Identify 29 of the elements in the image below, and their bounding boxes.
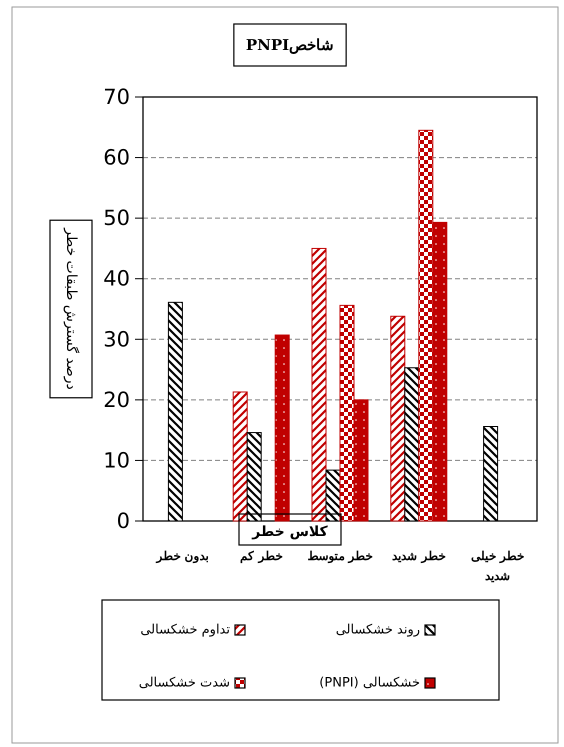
x-tick-label: بدون خطر bbox=[155, 549, 208, 564]
bar bbox=[354, 399, 368, 522]
y-tick-label: 0 bbox=[116, 509, 130, 533]
y-tick-label: 60 bbox=[103, 146, 130, 170]
bar bbox=[232, 391, 248, 522]
x-tick-label: خطر خیلی شدید bbox=[471, 549, 524, 583]
y-axis-title: درصد گسترش طبقات خطر bbox=[63, 227, 80, 390]
y-tick-label: 30 bbox=[103, 327, 130, 352]
bar bbox=[390, 316, 406, 522]
bar bbox=[404, 367, 420, 522]
bar bbox=[432, 222, 448, 522]
bar bbox=[418, 130, 434, 522]
y-tick-label: 20 bbox=[103, 388, 130, 412]
bar bbox=[312, 248, 326, 522]
legend-label: تداوم خشکسالی bbox=[140, 622, 230, 638]
x-tick-label: خطر کم bbox=[240, 549, 282, 564]
y-tick-label: 40 bbox=[103, 266, 130, 291]
legend-label: شدت خشکسالی bbox=[138, 676, 230, 690]
bar bbox=[274, 334, 290, 522]
legend-label: روند خشکسالی bbox=[336, 622, 420, 638]
x-tick-label: خطر شدید bbox=[392, 549, 446, 564]
y-tick-label: 10 bbox=[103, 448, 130, 472]
legend-label: خشکسالی (PNPI) bbox=[319, 676, 420, 690]
y-tick-label: 50 bbox=[103, 206, 130, 230]
x-axis-title: کلاس خطر bbox=[251, 524, 329, 540]
y-tick-label: 70 bbox=[103, 85, 130, 109]
bar bbox=[340, 304, 354, 522]
chart-title: شاخصPNPI bbox=[246, 36, 334, 54]
x-tick-label: خطر متوسط bbox=[307, 549, 373, 564]
